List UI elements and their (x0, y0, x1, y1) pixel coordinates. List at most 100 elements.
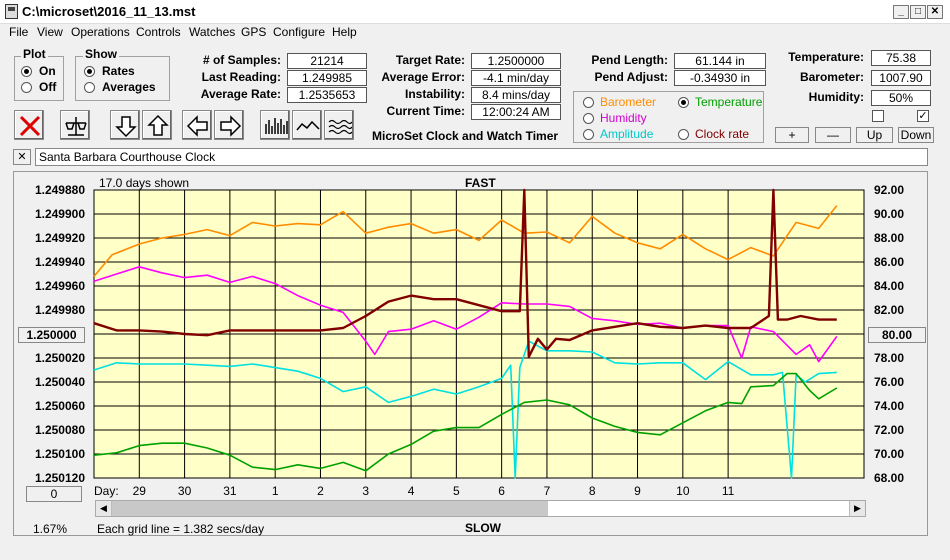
watch-name-field[interactable]: Santa Barbara Courthouse Clock (35, 148, 928, 166)
show-group (75, 56, 170, 101)
humidity-series-label: Humidity (600, 111, 647, 125)
show-averages-radio[interactable] (84, 82, 95, 93)
humidity-value: 50% (871, 90, 931, 106)
zero-button[interactable]: 0 (26, 486, 82, 502)
scroll-thumb[interactable] (112, 501, 548, 516)
slow-label: SLOW (465, 521, 501, 535)
close-icon[interactable]: ✕ (927, 5, 943, 19)
arrow-down-button[interactable] (110, 110, 140, 140)
close-watch-button[interactable]: ✕ (13, 149, 31, 165)
x-tick-label: 29 (133, 484, 147, 498)
y-left-tick: 1.250100 (35, 447, 85, 461)
line-view-button[interactable] (292, 110, 322, 140)
menu-file[interactable]: File (9, 25, 29, 39)
menu-help[interactable]: Help (332, 25, 357, 39)
center-right-button[interactable]: 80.00 (868, 327, 926, 343)
center-left-button[interactable]: 1.250000 (18, 327, 85, 343)
temperature-label: Temperature: (788, 50, 864, 64)
clockrate-radio[interactable] (678, 129, 689, 140)
menu-configure[interactable]: Configure (273, 25, 326, 39)
bar-graph-icon (265, 118, 288, 134)
x-tick-label: 7 (544, 484, 551, 498)
y-left-tick: 1.250060 (35, 399, 85, 413)
scroll-right-icon[interactable]: ▶ (849, 501, 865, 516)
down-button[interactable]: Down (898, 127, 934, 143)
temperature-radio[interactable] (678, 97, 689, 108)
app-icon[interactable] (5, 4, 18, 19)
y-right-tick: 82.00 (874, 303, 904, 317)
pend-adjust-value: -0.34930 in (674, 70, 766, 86)
y-left-tick: 1.249880 (35, 183, 85, 197)
y-left-tick: 1.249920 (35, 231, 85, 245)
y-left-tick: 1.249900 (35, 207, 85, 221)
pend-adjust-label: Pend Adjust: (594, 70, 668, 84)
y-right-tick: 84.00 (874, 279, 904, 293)
humidity-radio[interactable] (583, 113, 594, 124)
scroll-left-icon[interactable]: ◀ (96, 501, 112, 516)
y-left-axis: 1.249880 1.249900 1.249920 1.249940 1.249960… (35, 183, 85, 485)
arrow-left-button[interactable] (182, 110, 212, 140)
x-tick-label: 5 (453, 484, 460, 498)
barometer-radio[interactable] (583, 97, 594, 108)
title-bar: C:\microset\2016_11_13.mst _ □ ✕ (0, 0, 950, 24)
plot-off-radio[interactable] (21, 82, 32, 93)
barometer-series-line (93, 205, 838, 277)
x-tick-label: 4 (408, 484, 415, 498)
menu-view[interactable]: View (37, 25, 63, 39)
option-checkbox-2[interactable]: ✓ (917, 110, 929, 122)
y-right-axis: 92.00 90.00 88.00 86.00 84.00 82.00 78.00 76.00… (874, 183, 904, 485)
clear-button[interactable] (14, 110, 44, 140)
maximize-icon[interactable]: □ (910, 5, 926, 19)
instability-value: 8.4 mins/day (471, 87, 561, 103)
plot-off-label: Off (39, 80, 57, 94)
app-subtitle: MicroSet Clock and Watch Timer (372, 129, 559, 143)
arrow-up-icon (147, 114, 169, 136)
average-rate-value: 1.2535653 (287, 87, 367, 103)
menu-operations[interactable]: Operations (71, 25, 130, 39)
y-left-tick: 1.249960 (35, 279, 85, 293)
y-right-tick: 88.00 (874, 231, 904, 245)
pend-length-value: 61.144 in (674, 53, 766, 69)
average-error-label: Average Error: (381, 70, 465, 84)
option-checkbox-1[interactable] (872, 110, 884, 122)
arrow-up-button[interactable] (142, 110, 172, 140)
arrow-right-button[interactable] (214, 110, 244, 140)
y-right-tick: 78.00 (874, 351, 904, 365)
balance-scale-icon (65, 117, 87, 136)
red-x-icon (19, 115, 41, 137)
show-rates-label: Rates (102, 64, 135, 78)
pend-length-label: Pend Length: (591, 53, 668, 67)
up-button[interactable]: Up (856, 127, 893, 143)
window-title: C:\microset\2016_11_13.mst (22, 4, 196, 19)
y-right-tick: 68.00 (874, 471, 904, 485)
amplitude-series-label: Amplitude (600, 127, 654, 141)
bars-view-button[interactable] (260, 110, 290, 140)
horizontal-scrollbar[interactable]: ◀ ▶ (95, 500, 866, 517)
wave-view-button[interactable] (324, 110, 354, 140)
menu-watches[interactable]: Watches (189, 25, 236, 39)
minus-button[interactable]: — (815, 127, 851, 143)
amplitude-radio[interactable] (583, 129, 594, 140)
arrow-left-icon (186, 115, 208, 137)
series-lines (93, 188, 838, 479)
plus-button[interactable]: + (775, 127, 809, 143)
plot-group-title: Plot (21, 47, 48, 61)
barometer-label: Barometer: (799, 70, 864, 84)
menu-controls[interactable]: Controls (136, 25, 181, 39)
y-right-tick: 74.00 (874, 399, 904, 413)
samples-label: # of Samples: (202, 53, 281, 67)
menu-gps[interactable]: GPS (241, 25, 267, 39)
y-right-tick: 90.00 (874, 207, 904, 221)
y-left-tick: 1.249980 (35, 303, 85, 317)
x-tick-label: 6 (498, 484, 505, 498)
average-rate-label: Average Rate: (200, 87, 281, 101)
current-time-label: Current Time: (386, 104, 465, 118)
clockrate-series-line (93, 188, 837, 358)
average-error-value: -4.1 min/day (471, 70, 561, 86)
plot-on-radio[interactable] (21, 66, 32, 77)
target-rate-value: 1.2500000 (471, 53, 561, 69)
show-rates-radio[interactable] (84, 66, 95, 77)
plot-on-label: On (39, 64, 56, 78)
balance-button[interactable] (60, 110, 90, 140)
minimize-icon[interactable]: _ (893, 5, 909, 19)
